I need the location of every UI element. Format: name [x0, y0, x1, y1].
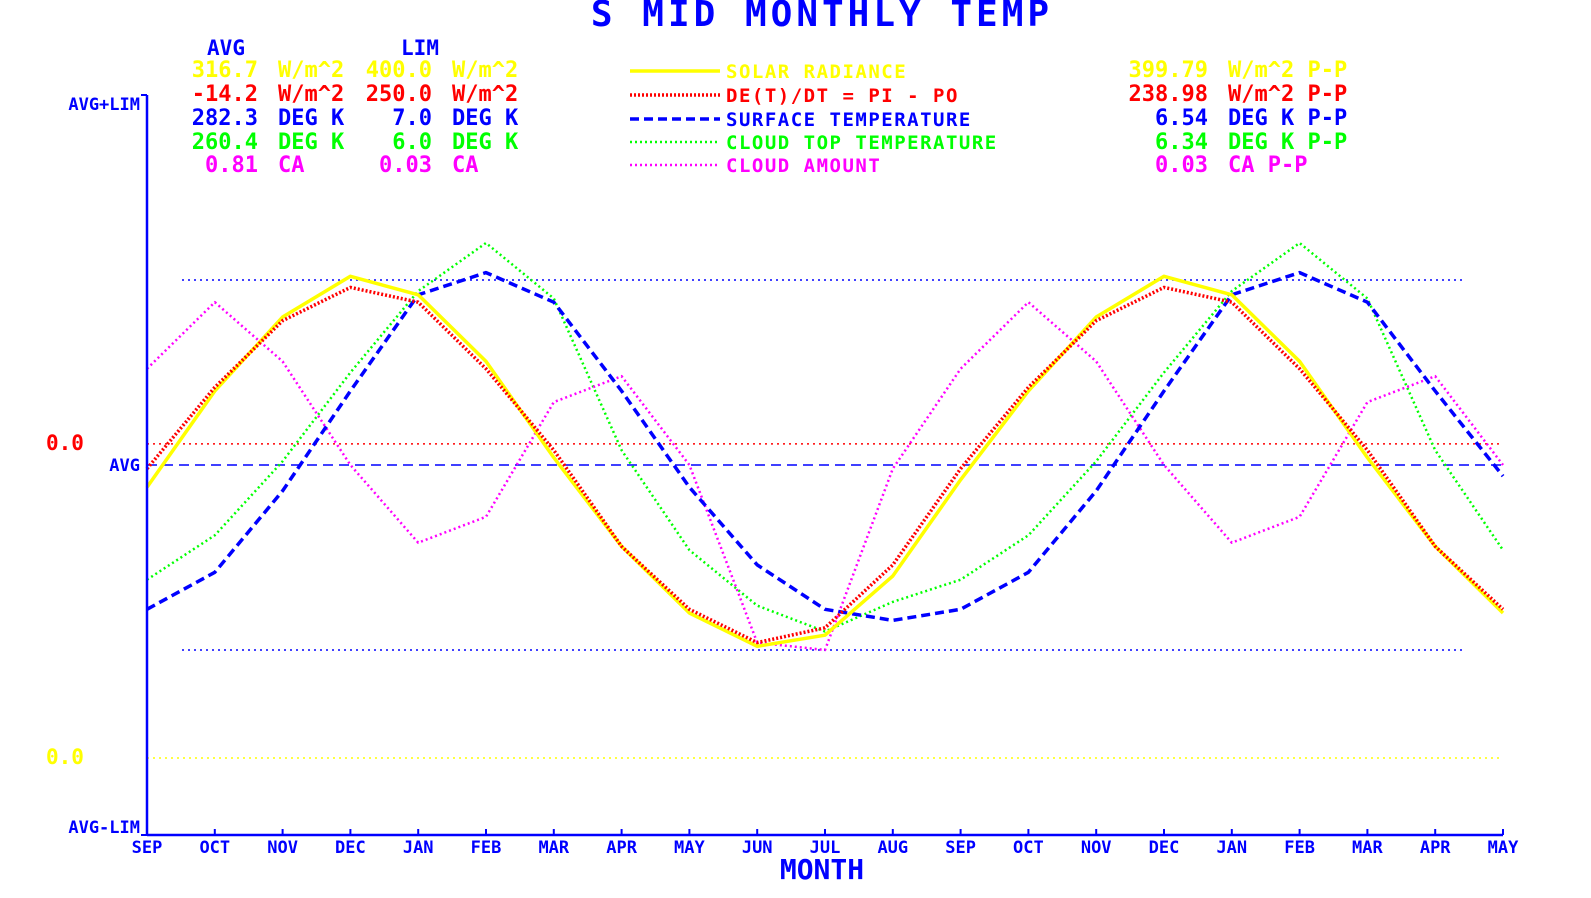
stat-avg-unit: DEG K [278, 106, 345, 131]
stat-pp: 6.34 [1155, 130, 1208, 155]
x-axis-title: MONTH [780, 853, 864, 886]
legend-label: SOLAR RADIANCE [726, 61, 907, 83]
x-tick-label: MAY [674, 838, 705, 858]
stat-avg: 0.81 [205, 153, 258, 178]
avg-header: AVG [207, 36, 245, 60]
y-label-bottom: AVG-LIM [68, 818, 140, 838]
x-tick-label: APR [606, 838, 637, 858]
x-tick-label: DEC [1149, 838, 1180, 858]
stat-lim-unit: CA [452, 153, 479, 178]
x-tick-label: SEP [132, 838, 163, 858]
stat-pp: 6.54 [1155, 106, 1208, 131]
x-tick-label: MAR [538, 838, 569, 858]
stat-pp-unit: CA P-P [1228, 153, 1307, 178]
x-tick-label: MAR [1352, 838, 1383, 858]
x-tick-label: FEB [471, 838, 502, 858]
stat-pp-unit: DEG K P-P [1228, 106, 1347, 131]
stat-pp: 0.03 [1155, 153, 1208, 178]
x-tick-label: MAY [1488, 838, 1519, 858]
legend-label: CLOUD AMOUNT [726, 155, 881, 177]
x-tick-label: JAN [1216, 838, 1247, 858]
legend-label: SURFACE TEMPERATURE [726, 109, 972, 131]
lim-header: LIM [401, 36, 439, 60]
stat-lim-unit: W/m^2 [452, 58, 518, 83]
x-tick-label: AUG [877, 838, 908, 858]
y-label-top: AVG+LIM [68, 95, 140, 115]
stat-lim-unit: W/m^2 [452, 82, 518, 107]
stat-avg: 282.3 [192, 106, 258, 131]
stat-avg: -14.2 [192, 82, 258, 107]
stat-pp: 238.98 [1129, 82, 1208, 107]
stat-avg-unit: CA [278, 153, 305, 178]
series-line-3 [146, 241, 1505, 633]
stat-lim: 250.0 [366, 82, 432, 107]
stat-lim: 0.03 [379, 153, 432, 178]
stat-pp-unit: W/m^2 P-P [1228, 58, 1347, 83]
stat-pp: 399.79 [1129, 58, 1208, 83]
x-axis-ticks: SEP OCT NOV DEC JAN FEB MAR APR MAY JUN JUL AUG SEP O… [132, 829, 1519, 858]
stat-lim: 6.0 [392, 130, 432, 155]
x-tick-label: NOV [267, 838, 298, 858]
series-line-4 [146, 300, 1504, 652]
series-line-2 [146, 270, 1505, 623]
stat-lim: 400.0 [366, 58, 432, 83]
y-label-yellow-zero: 0.0 [46, 745, 84, 769]
x-tick-label: DEC [335, 838, 366, 858]
stat-avg: 316.7 [192, 58, 258, 83]
x-tick-label: JAN [403, 838, 434, 858]
legend-label: CLOUD TOP TEMPERATURE [726, 132, 998, 154]
series-lines [145, 241, 1505, 652]
series-line-1 [145, 285, 1505, 645]
x-tick-label: JUL [810, 838, 841, 858]
stat-lim-unit: DEG K [452, 130, 519, 155]
x-tick-label: APR [1420, 838, 1451, 858]
y-label-avg: AVG [109, 456, 140, 476]
stat-avg-unit: W/m^2 [278, 58, 344, 83]
stat-avg-unit: W/m^2 [278, 82, 344, 107]
x-tick-label: NOV [1081, 838, 1112, 858]
x-tick-label: SEP [945, 838, 976, 858]
x-tick-label: FEB [1284, 838, 1315, 858]
stats-table: 316.7 W/m^2 400.0 W/m^2 399.79 W/m^2 P-P -14.2… [192, 58, 1347, 178]
stat-lim: 7.0 [392, 106, 432, 131]
stat-avg: 260.4 [192, 130, 258, 155]
reference-lines [147, 279, 1503, 759]
x-tick-label: JUN [742, 838, 773, 858]
stat-pp-unit: W/m^2 P-P [1228, 82, 1347, 107]
stat-pp-unit: DEG K P-P [1228, 130, 1347, 155]
legend-label: DE(T)/DT = PI - PO [726, 85, 959, 107]
series-line-0 [145, 274, 1505, 649]
stat-avg-unit: DEG K [278, 130, 345, 155]
x-tick-label: OCT [1013, 838, 1044, 858]
chart-title: S MID MONTHLY TEMP [591, 0, 1053, 35]
x-tick-label: OCT [199, 838, 230, 858]
stat-lim-unit: DEG K [452, 106, 519, 131]
y-label-red-zero: 0.0 [46, 431, 84, 455]
